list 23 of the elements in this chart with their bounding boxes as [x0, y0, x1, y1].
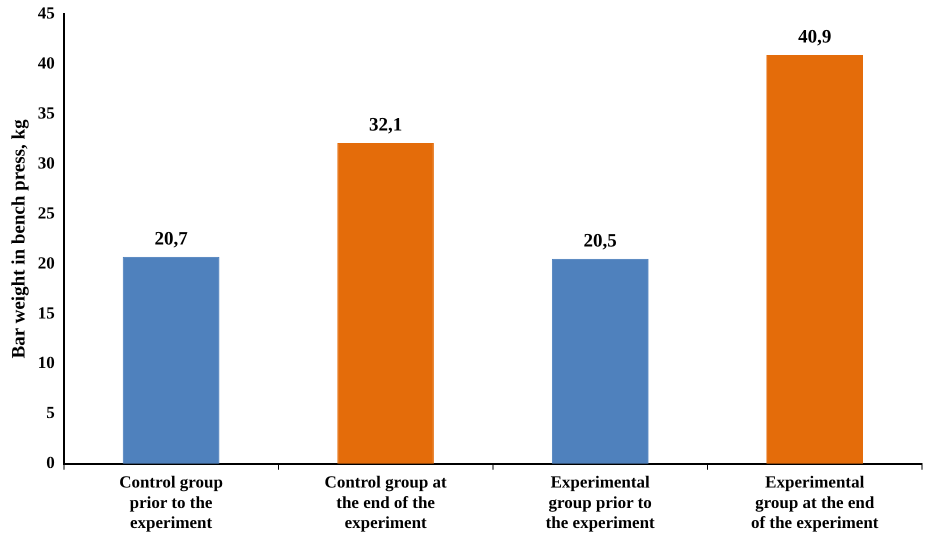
y-tick-label: 35 [38, 103, 55, 122]
data-label: 20,5 [584, 230, 617, 252]
y-tick-label: 10 [38, 353, 55, 372]
y-tick-label: 5 [46, 403, 55, 422]
y-tick-label: 30 [38, 153, 55, 172]
data-label: 40,9 [798, 26, 832, 48]
bar [337, 142, 434, 464]
y-axis-title: Bar weight in bench press, kg [8, 118, 30, 358]
x-tick-label: Experimental group at the end of the experiment [750, 472, 879, 532]
bar [122, 256, 220, 464]
x-tick-label: Control group prior to the experiment [119, 472, 223, 532]
data-label: 20,7 [154, 228, 188, 250]
x-tick-label: Experimental group prior to the experiment [546, 472, 656, 532]
y-tick-label: 15 [38, 303, 55, 322]
y-tick-label: 0 [46, 453, 55, 472]
bar [552, 258, 648, 464]
y-tick-label: 25 [38, 203, 55, 222]
y-tick-label: 45 [38, 3, 55, 22]
y-tick-label: 20 [38, 253, 55, 272]
y-tick-label: 40 [38, 53, 55, 72]
bar [766, 54, 863, 464]
data-label: 32,1 [369, 114, 402, 136]
x-tick-label: Control group at the end of the experiment [324, 472, 448, 532]
